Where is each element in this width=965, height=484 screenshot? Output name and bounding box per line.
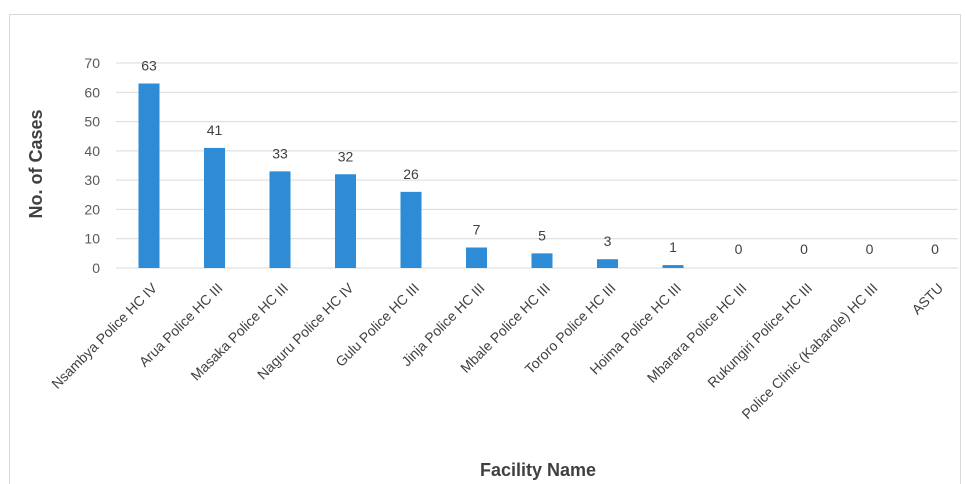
bar-8 — [662, 265, 684, 268]
y-tick-label-10: 10 — [84, 231, 100, 247]
x-tick-label-0: Nsambya Police HC IV — [48, 279, 160, 391]
bar-1 — [204, 147, 225, 268]
bar-5 — [466, 247, 487, 268]
y-tick-label-20: 20 — [84, 201, 100, 217]
bar-7 — [597, 259, 618, 268]
y-tick-label-0: 0 — [92, 260, 100, 276]
bar-3 — [335, 174, 356, 268]
data-labels: 63 41 33 32 26 7 5 3 1 0 0 0 0 — [141, 58, 939, 258]
data-label-11: 0 — [866, 241, 874, 257]
x-tick-label-12: ASTU — [908, 280, 946, 318]
data-label-9: 0 — [735, 241, 743, 257]
data-label-1: 41 — [207, 122, 223, 138]
y-axis-ticks: 0 10 20 30 40 50 60 70 — [84, 55, 100, 276]
data-label-6: 5 — [538, 227, 546, 243]
y-tick-label-40: 40 — [84, 143, 100, 159]
chart-frame — [9, 14, 961, 484]
x-axis-title: Facility Name — [480, 460, 596, 480]
y-tick-label-70: 70 — [84, 55, 100, 71]
data-label-10: 0 — [800, 241, 808, 257]
data-label-4: 26 — [403, 166, 419, 182]
y-tick-label-60: 60 — [84, 84, 100, 100]
data-label-5: 7 — [473, 222, 481, 238]
bars — [138, 83, 684, 268]
data-label-2: 33 — [272, 145, 288, 161]
bar-4 — [400, 191, 422, 268]
data-label-7: 3 — [604, 233, 612, 249]
data-label-12: 0 — [931, 241, 939, 257]
data-label-8: 1 — [669, 239, 677, 255]
bar-6 — [531, 253, 553, 268]
x-tick-label-11: Police Clinic (Kabarole) HC III — [738, 280, 880, 422]
y-tick-label-50: 50 — [84, 114, 100, 130]
y-axis-title: No. of Cases — [26, 109, 46, 218]
gridlines — [116, 62, 958, 269]
y-tick-label-30: 30 — [84, 172, 100, 188]
data-label-3: 32 — [338, 148, 354, 164]
data-label-0: 63 — [141, 58, 157, 74]
bar-0 — [138, 83, 160, 268]
bar-2 — [269, 171, 291, 268]
